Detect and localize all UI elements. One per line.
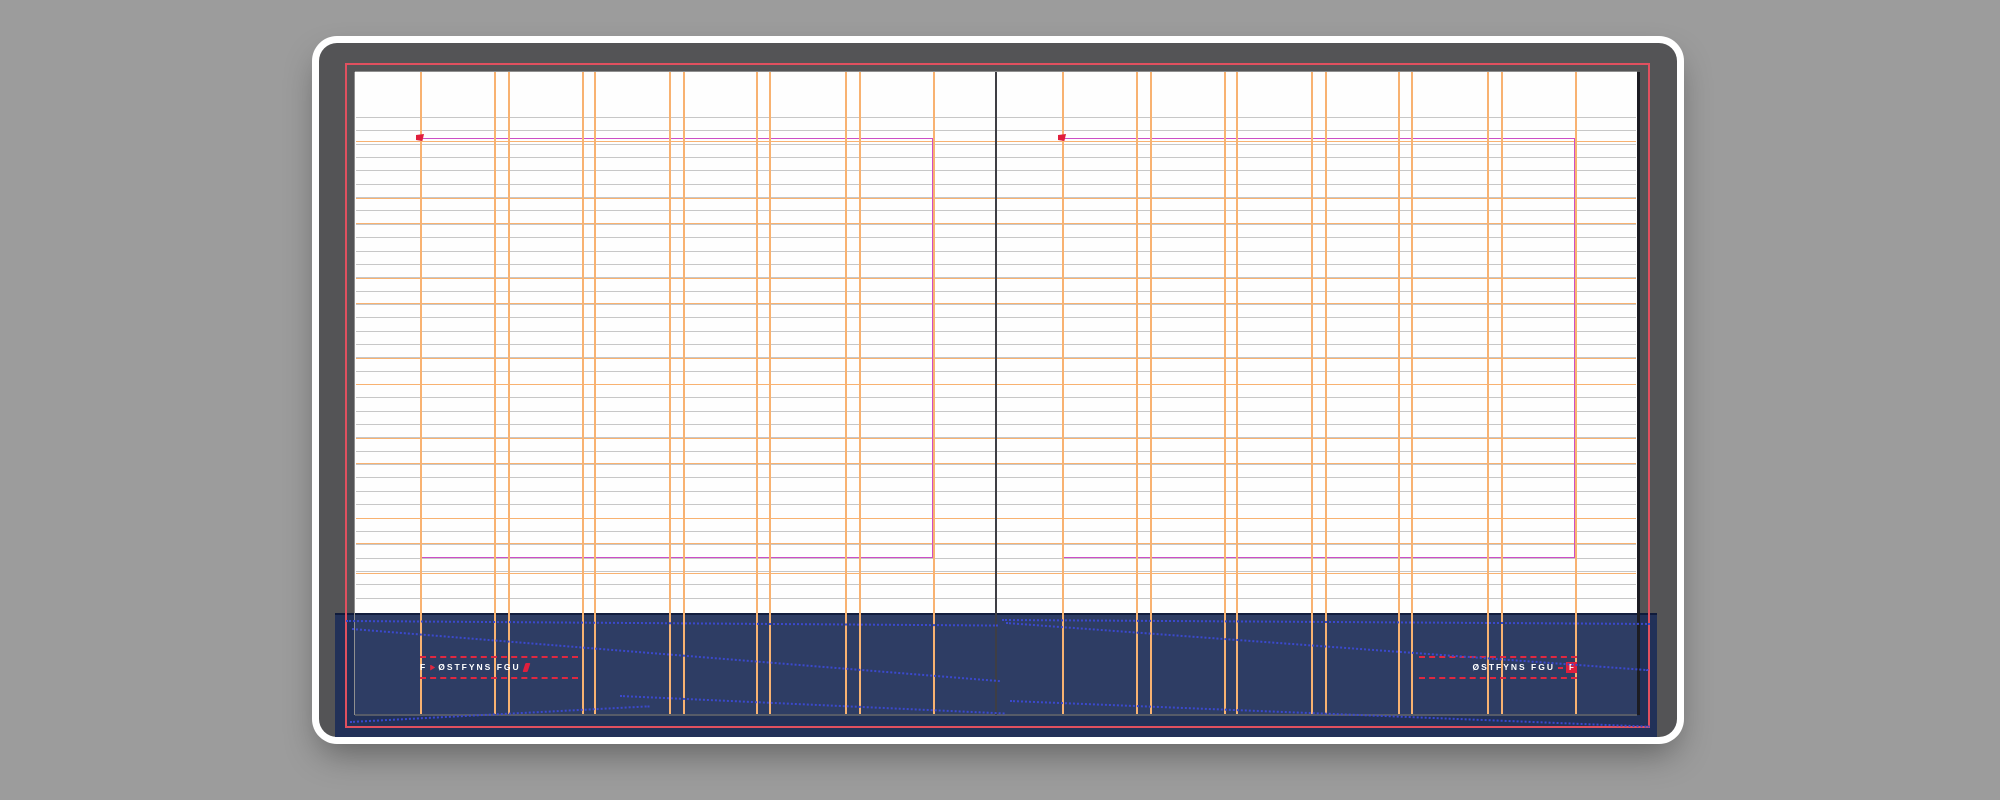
column-guide-line xyxy=(1150,72,1152,613)
footer-squiggle-line xyxy=(619,695,1005,715)
footer-logo-right: ØSTFYNS FGU F xyxy=(1419,662,1577,673)
column-guide-line xyxy=(508,72,510,613)
column-guide-line-footer xyxy=(845,613,847,714)
column-guide-line xyxy=(859,72,861,613)
column-guide-line xyxy=(1325,72,1327,613)
column-guide-line-footer xyxy=(1224,613,1226,714)
column-guide-line xyxy=(582,72,584,613)
column-guide-line-footer xyxy=(669,613,671,714)
column-guide-line xyxy=(594,72,596,613)
column-guide-line-footer xyxy=(1411,613,1413,714)
column-guide-line xyxy=(494,72,496,613)
column-guide-line xyxy=(756,72,758,613)
column-guide-line-footer xyxy=(508,613,510,714)
column-guide-line-footer xyxy=(933,613,935,714)
column-guide-line-footer xyxy=(1398,613,1400,714)
column-guide-line xyxy=(845,72,847,613)
page-right-edge-shadow xyxy=(1637,72,1640,715)
red-triangle-icon xyxy=(430,664,436,671)
footer-logo-left-label: ØSTFYNS FGU xyxy=(438,662,521,673)
column-guide-line-footer xyxy=(683,613,685,714)
column-guide-line xyxy=(420,72,422,613)
page-spine xyxy=(995,72,997,715)
footer-logo-left-prefix: F xyxy=(420,662,428,673)
column-guide-line-footer xyxy=(1236,613,1238,714)
column-guide-line-footer xyxy=(1487,613,1489,714)
footer-logo-frame-right: ØSTFYNS FGU F xyxy=(1419,656,1577,679)
footer-squiggle-line xyxy=(345,620,998,627)
red-dash-icon xyxy=(1558,666,1563,669)
page-top-edge xyxy=(355,71,1637,72)
footer-squiggle-line xyxy=(349,705,650,723)
column-guide-line-footer xyxy=(1136,613,1138,714)
inport-marker xyxy=(1058,134,1066,141)
red-flame-icon xyxy=(522,663,531,672)
page-left-edge xyxy=(354,72,355,715)
column-guide-line-footer xyxy=(582,613,584,714)
column-guide-line xyxy=(1487,72,1489,613)
column-guide-line xyxy=(683,72,685,613)
column-guide-line-footer xyxy=(1062,613,1064,714)
column-guide-line xyxy=(1575,72,1577,613)
column-guide-line xyxy=(1501,72,1503,613)
column-guide-line-footer xyxy=(420,613,422,714)
footer-logo-frame-left: F ØSTFYNS FGU xyxy=(420,656,578,679)
inport-marker xyxy=(416,134,424,141)
column-guide-line xyxy=(1311,72,1313,613)
column-guide-line xyxy=(769,72,771,613)
column-guide-line xyxy=(933,72,935,613)
column-guide-line-footer xyxy=(494,613,496,714)
page-bottom-edge xyxy=(355,714,1637,716)
footer-squiggle-line xyxy=(1009,700,1650,728)
column-guide-line-footer xyxy=(756,613,758,714)
column-guide-line xyxy=(1411,72,1413,613)
column-guide-line xyxy=(1398,72,1400,613)
column-guide-line xyxy=(1062,72,1064,613)
column-guide-line-footer xyxy=(1325,613,1327,714)
column-guide-line xyxy=(1236,72,1238,613)
column-guide-line-footer xyxy=(769,613,771,714)
column-guide-line xyxy=(669,72,671,613)
column-guide-line-footer xyxy=(859,613,861,714)
column-guide-line xyxy=(1224,72,1226,613)
footer-logo-right-label: ØSTFYNS FGU xyxy=(1472,662,1555,673)
column-guide-line-footer xyxy=(1150,613,1152,714)
f-logo-icon: F xyxy=(1566,662,1577,673)
column-guide-line-footer xyxy=(1501,613,1503,714)
column-guide-line xyxy=(1136,72,1138,613)
footer-squiggle-line xyxy=(1001,619,1650,625)
footer-squiggle-line xyxy=(1005,622,1649,672)
footer-logo-left: F ØSTFYNS FGU xyxy=(420,663,578,672)
column-guide-line-footer xyxy=(1311,613,1313,714)
column-guide-line-footer xyxy=(594,613,596,714)
